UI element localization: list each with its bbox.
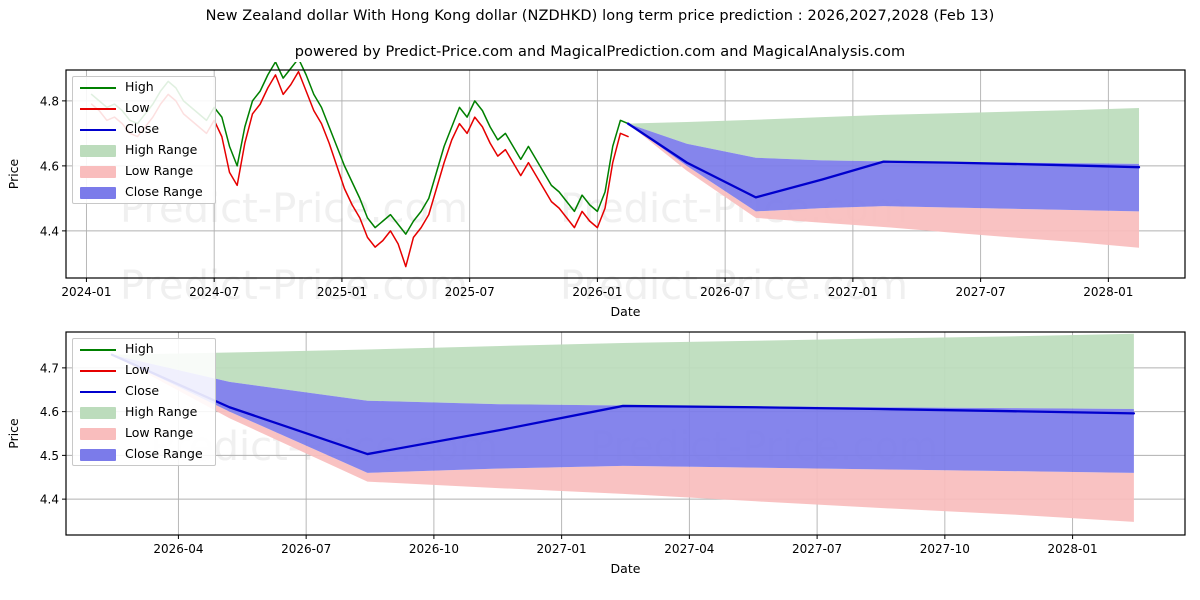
- legend-label: High Range: [125, 404, 198, 420]
- fill-swatch-icon: [80, 144, 116, 157]
- legend-label: Low: [125, 100, 150, 116]
- band-close-range: [111, 354, 1134, 473]
- band-high-range: [628, 108, 1140, 164]
- x-tick-label: 2027-01: [537, 542, 587, 556]
- legend-top-item-high[interactable]: High: [73, 77, 215, 98]
- x-tick-label: 2028-01: [1083, 285, 1133, 299]
- fill-swatch-icon: [80, 186, 116, 199]
- legend-bottom-item-low[interactable]: Low: [73, 360, 215, 381]
- x-axis-label: Date: [611, 304, 641, 319]
- y-tick-label: 4.5: [40, 449, 59, 463]
- line-swatch-icon: [80, 123, 116, 136]
- legend-label: Low Range: [125, 163, 194, 179]
- x-tick-label: 2027-07: [792, 542, 842, 556]
- legend-top-item-close-range[interactable]: Close Range: [73, 182, 215, 203]
- page-title: New Zealand dollar With Hong Kong dollar…: [205, 8, 995, 24]
- y-tick-label: 4.6: [40, 405, 59, 419]
- fill-swatch-icon: [80, 448, 116, 461]
- legend-label: Close: [125, 121, 160, 137]
- legend-bottom-item-high[interactable]: High: [73, 339, 215, 360]
- legend-bottom-item-low-range[interactable]: Low Range: [73, 423, 215, 444]
- plot-frame: [65, 69, 1186, 279]
- legend-label: Close Range: [125, 184, 203, 200]
- legend-bottom-item-high-range[interactable]: High Range: [73, 402, 215, 423]
- y-tick-label: 4.4: [40, 224, 59, 238]
- x-tick-label: 2027-10: [920, 542, 970, 556]
- x-axis-label: Date: [611, 561, 641, 576]
- plot-frame: [65, 331, 1186, 536]
- legend-top-item-low-range[interactable]: Low Range: [73, 161, 215, 182]
- y-axis-label: Price: [6, 158, 21, 189]
- x-tick-label: 2026-10: [409, 542, 459, 556]
- x-tick-label: 2027-01: [828, 285, 878, 299]
- line-swatch-icon: [80, 343, 116, 356]
- line-swatch-icon: [80, 102, 116, 115]
- legend-top-item-low[interactable]: Low: [73, 98, 215, 119]
- y-tick-label: 4.8: [40, 94, 59, 108]
- legend-label: Low: [125, 362, 150, 378]
- line-swatch-icon: [80, 385, 116, 398]
- legend-bottom: High Low Close High Range Low Range Close Ran…: [72, 338, 216, 466]
- price-history-plot: Predict-Price.com Predict-Price.comPredic…: [6, 62, 1186, 319]
- fill-swatch-icon: [80, 427, 116, 440]
- y-tick-label: 4.6: [40, 159, 59, 173]
- watermark: Predict-Price.com: [120, 263, 468, 309]
- watermark: Predict-Price.com: [560, 263, 908, 309]
- legend-top-item-high-range[interactable]: High Range: [73, 140, 215, 161]
- y-axis-label: Price: [6, 418, 21, 449]
- x-tick-label: 2027-04: [664, 542, 714, 556]
- x-tick-label: 2024-07: [189, 285, 239, 299]
- price-history-chart: Predict-Price.com Predict-Price.com Predic…: [0, 62, 1200, 320]
- page-subtitle: powered by Predict-Price.com and Magical…: [294, 44, 906, 60]
- fill-swatch-icon: [80, 406, 116, 419]
- legend-bottom-item-close-range[interactable]: Close Range: [73, 444, 215, 465]
- line-swatch-icon: [80, 364, 116, 377]
- x-tick-label: 2027-07: [956, 285, 1006, 299]
- series-line-close: [110, 353, 1136, 456]
- legend-label: Close Range: [125, 446, 203, 462]
- x-tick-label: 2026-01: [572, 285, 622, 299]
- x-tick-label: 2024-01: [61, 285, 111, 299]
- legend-label: Close: [125, 383, 160, 399]
- y-tick-label: 4.7: [40, 361, 59, 375]
- legend-bottom-item-close[interactable]: Close: [73, 381, 215, 402]
- x-tick-label: 2025-01: [317, 285, 367, 299]
- legend-label: High: [125, 341, 154, 357]
- y-tick-label: 4.4: [40, 493, 59, 507]
- fill-swatch-icon: [80, 165, 116, 178]
- forecast-detail-chart: Predict-Price.comPredict-Price.com4.44.5…: [0, 325, 1200, 600]
- x-tick-label: 2026-07: [700, 285, 750, 299]
- x-tick-label: 2028-01: [1048, 542, 1098, 556]
- band-high-range: [111, 333, 1134, 409]
- legend-label: High: [125, 79, 154, 95]
- band-low-range: [111, 354, 1134, 522]
- legend-top-item-close[interactable]: Close: [73, 119, 215, 140]
- legend-top: High Low Close High Range Low Range Close Ran…: [72, 76, 216, 204]
- band-close-range: [628, 123, 1140, 212]
- x-tick-label: 2026-07: [281, 542, 331, 556]
- series-line-close: [626, 122, 1141, 199]
- x-tick-label: 2025-07: [445, 285, 495, 299]
- x-tick-label: 2026-04: [153, 542, 203, 556]
- band-low-range: [628, 123, 1140, 248]
- line-swatch-icon: [80, 81, 116, 94]
- legend-label: Low Range: [125, 425, 194, 441]
- legend-label: High Range: [125, 142, 198, 158]
- forecast-detail-plot: Predict-Price.comPredict-Price.com4.44.5…: [6, 331, 1186, 576]
